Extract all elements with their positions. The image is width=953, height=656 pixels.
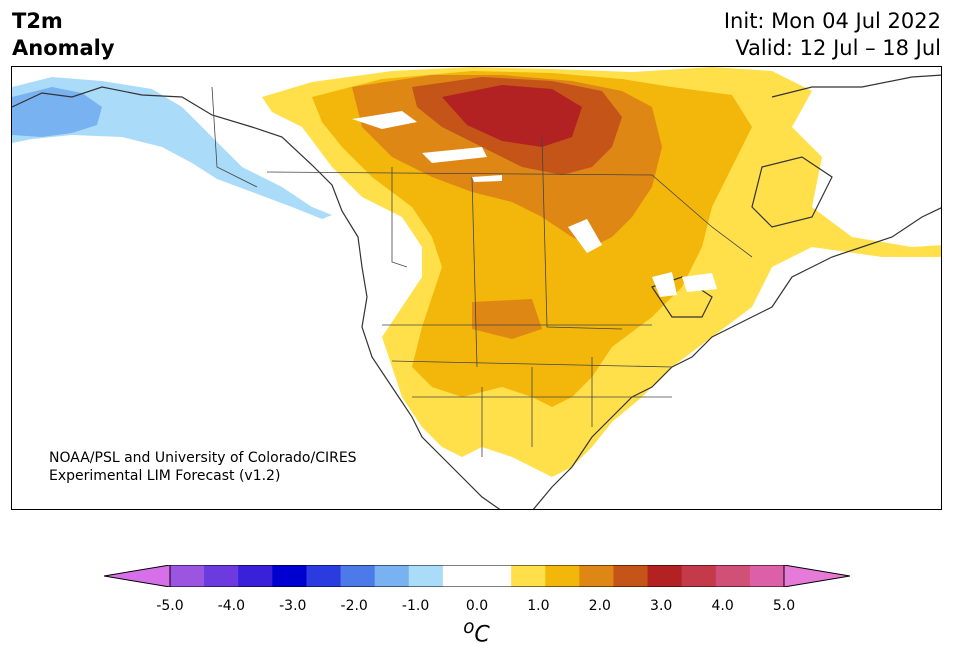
colorbar-tick-label: 1.0 xyxy=(527,598,550,614)
coastlines xyxy=(12,74,941,509)
colorbar-cell xyxy=(170,565,205,587)
colorbar-cell xyxy=(272,565,307,587)
colorbar-tick-label: -4.0 xyxy=(217,598,246,614)
credit-text: NOAA/PSL and University of Colorado/CIRE… xyxy=(49,449,357,485)
colorbar-cell xyxy=(545,565,580,587)
colorbar-tick-label: 2.0 xyxy=(588,598,611,614)
cold-anomaly-mid xyxy=(12,87,102,137)
colorbar-cell xyxy=(715,565,751,587)
colorbar-max-extend xyxy=(783,565,850,587)
map-title-line2: Anomaly xyxy=(12,36,115,60)
colorbar xyxy=(104,565,850,587)
colorbar-cells xyxy=(170,565,785,587)
colorbar-cell xyxy=(340,565,376,587)
forecast-dates: Init: Mon 04 Jul 2022 Valid: 12 Jul – 18… xyxy=(724,8,941,62)
map-title-line1: T2m xyxy=(12,9,63,33)
unit-letter: C xyxy=(474,622,490,648)
colorbar-cell xyxy=(442,565,478,587)
colorbar-cell xyxy=(579,565,614,587)
borders xyxy=(211,86,753,457)
colorbar-tick-label: 4.0 xyxy=(711,598,734,614)
colorbar-tick-label: -5.0 xyxy=(156,598,184,614)
colorbar-cell xyxy=(613,565,649,587)
colorbar-cell xyxy=(204,565,239,587)
credit-line2: Experimental LIM Forecast (v1.2) xyxy=(49,468,281,484)
colorbar-cell xyxy=(511,565,546,587)
colorbar-frame xyxy=(169,565,785,587)
credit-line1: NOAA/PSL and University of Colorado/CIRE… xyxy=(49,450,357,466)
colorbar-cell xyxy=(374,565,410,587)
anomaly-map xyxy=(11,66,942,510)
colorbar-cell xyxy=(238,565,273,587)
colorbar-tick-label: -3.0 xyxy=(279,598,307,614)
anomaly-map-canvas xyxy=(12,67,941,509)
colorbar-tick-label: -2.0 xyxy=(340,598,368,614)
valid-range: Valid: 12 Jul – 18 Jul xyxy=(735,36,941,60)
init-date: Init: Mon 04 Jul 2022 xyxy=(723,9,941,33)
colorbar-min-extend xyxy=(104,565,171,587)
colorbar-ticks: -5.0 -4.0 -3.0 -2.0 -1.0 0.0 1.0 2.0 3.0 4.0 5.0 xyxy=(0,598,953,618)
colorbar-tick-label: 0.0 xyxy=(465,598,489,614)
colorbar-unit: oC xyxy=(0,617,953,647)
colorbar-cell xyxy=(477,565,512,587)
lakes xyxy=(352,111,717,297)
map-title: T2m Anomaly xyxy=(12,8,115,62)
colorbar-cell xyxy=(749,565,785,587)
colorbar-cell xyxy=(306,565,342,587)
colorbar-cell xyxy=(681,565,717,587)
unit-degree-symbol: o xyxy=(463,617,475,638)
colorbar-tick-label: -1.0 xyxy=(401,598,430,614)
colorbar-tick-label: 5.0 xyxy=(772,598,796,614)
colorbar-tick-label: 3.0 xyxy=(650,598,673,614)
colorbar-cell xyxy=(408,565,444,587)
colorbar-cell xyxy=(647,565,683,587)
warm-anomaly-5 xyxy=(442,85,582,147)
